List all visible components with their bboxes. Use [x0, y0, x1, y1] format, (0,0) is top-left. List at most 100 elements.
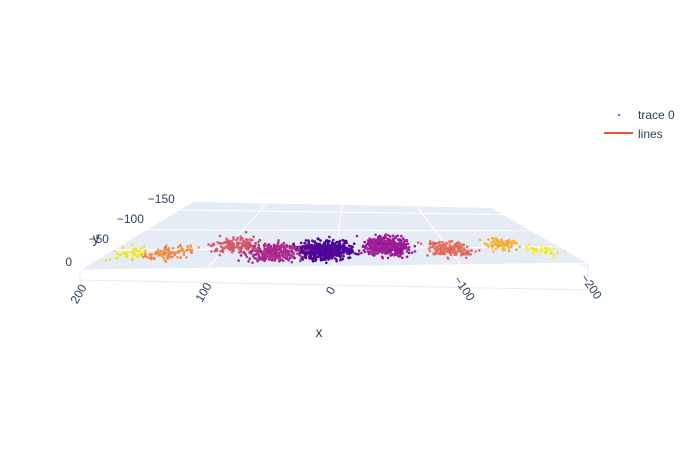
data-point: [343, 239, 347, 243]
data-point: [248, 245, 251, 248]
data-point: [188, 249, 192, 252]
data-point: [550, 252, 553, 255]
data-point: [345, 248, 349, 251]
data-point: [275, 250, 279, 253]
data-point: [368, 242, 372, 246]
data-point: [449, 240, 452, 243]
data-point: [158, 252, 162, 256]
data-point: [492, 238, 496, 242]
data-point: [400, 234, 403, 238]
scene-3d[interactable]: [79, 201, 589, 291]
data-point: [182, 250, 185, 253]
data-point: [263, 252, 267, 256]
data-point: [251, 238, 254, 242]
data-point: [314, 248, 318, 252]
data-point: [230, 239, 233, 243]
data-point: [494, 241, 498, 244]
data-point: [248, 238, 252, 241]
data-point: [235, 244, 239, 247]
data-point: [287, 258, 290, 262]
data-point: [157, 248, 160, 252]
data-point: [172, 251, 176, 255]
data-point: [281, 259, 285, 263]
data-point: [526, 248, 529, 252]
data-point: [486, 244, 490, 248]
data-point: [266, 253, 270, 256]
data-point: [313, 253, 316, 257]
data-point: [318, 243, 321, 246]
data-point: [395, 245, 398, 249]
data-point: [355, 234, 359, 238]
data-point: [303, 255, 306, 259]
data-point: [507, 249, 511, 253]
data-point: [252, 235, 255, 239]
data-point: [268, 257, 271, 261]
data-point: [465, 245, 469, 248]
data-point: [221, 250, 225, 254]
y-axis-title: y: [93, 230, 100, 246]
data-point: [552, 253, 556, 257]
data-point: [403, 239, 406, 242]
data-point: [335, 246, 339, 250]
data-point: [454, 246, 457, 249]
data-point: [283, 244, 286, 248]
data-point: [237, 259, 240, 262]
data-point: [212, 242, 215, 246]
data-point: [115, 251, 119, 255]
data-point: [248, 257, 251, 261]
data-point: [401, 251, 404, 255]
data-point: [277, 239, 280, 242]
x-tick-label: 100: [192, 280, 214, 305]
data-point: [222, 241, 225, 245]
data-point: [375, 252, 378, 255]
data-point: [478, 238, 482, 242]
data-point: [377, 248, 380, 251]
data-point: [543, 246, 547, 250]
data-point: [239, 235, 242, 238]
data-point: [328, 235, 331, 239]
scene-side-wall: [492, 208, 588, 270]
data-point: [160, 249, 163, 253]
data-point: [311, 257, 314, 261]
legend-item-lines[interactable]: lines: [604, 127, 663, 141]
data-point: [406, 246, 410, 250]
data-point: [296, 248, 299, 252]
data-point: [377, 241, 381, 245]
legend-item-trace-0[interactable]: trace 0: [617, 108, 675, 122]
data-point: [329, 251, 332, 254]
data-point: [399, 248, 403, 251]
data-point: [491, 244, 495, 247]
data-point: [312, 250, 316, 253]
data-point: [458, 249, 461, 252]
data-point: [532, 252, 535, 255]
data-point: [254, 242, 257, 245]
legend[interactable]: trace 0 lines: [604, 108, 675, 141]
data-point: [258, 239, 262, 242]
data-point: [164, 260, 168, 264]
data-point: [160, 254, 163, 257]
data-point: [150, 252, 154, 256]
data-point: [179, 245, 182, 248]
data-point: [144, 254, 147, 257]
data-point: [255, 251, 259, 255]
data-point: [384, 233, 388, 236]
data-point: [378, 250, 382, 253]
data-point: [181, 247, 184, 251]
y-axis-ticks: 0 −50 −100 −150: [65, 192, 175, 269]
data-point: [563, 249, 566, 253]
data-point: [304, 253, 307, 256]
data-point: [371, 238, 375, 241]
data-point: [331, 245, 334, 248]
data-point: [464, 249, 467, 252]
data-point: [389, 240, 393, 243]
data-point: [244, 253, 247, 256]
data-point: [496, 238, 500, 242]
data-point: [218, 242, 222, 245]
data-point: [254, 257, 258, 261]
data-point: [469, 253, 472, 256]
data-point: [494, 247, 498, 251]
data-point: [428, 249, 432, 253]
data-point: [162, 256, 165, 259]
data-point: [507, 246, 510, 249]
